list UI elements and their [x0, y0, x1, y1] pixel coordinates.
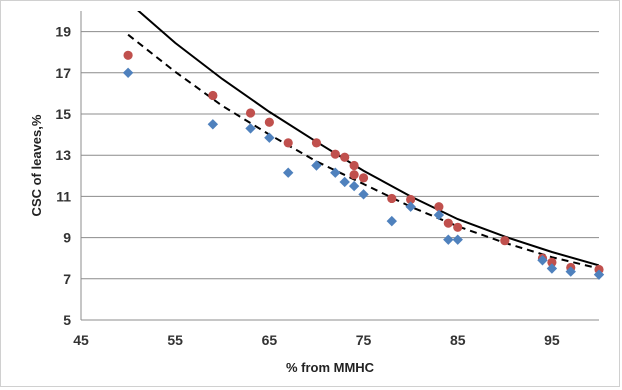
data-point-diamond [311, 160, 322, 171]
y-axis-title: CSC of leaves,% [29, 114, 44, 216]
data-point-circle [330, 149, 340, 159]
data-point-diamond [405, 201, 416, 212]
data-point-circle [340, 152, 350, 162]
data-point-diamond [593, 269, 605, 280]
data-point-diamond [386, 215, 397, 227]
data-point-circle [547, 257, 557, 267]
data-point-circle [349, 170, 359, 180]
data-point-diamond [283, 167, 294, 178]
trendline-solid [137, 11, 599, 267]
y-tick-label: 13 [55, 147, 71, 163]
data-point-circle [443, 218, 453, 228]
trendline-dashed [127, 33, 599, 270]
data-point-circle [245, 108, 256, 118]
data-point-diamond [264, 132, 275, 143]
data-point-diamond [330, 167, 341, 178]
data-point-diamond [207, 119, 219, 130]
data-point-diamond [546, 263, 558, 274]
x-axis-title: % from MMHC [286, 360, 375, 375]
data-point-diamond [537, 255, 548, 266]
data-point-diamond [122, 67, 134, 78]
x-tick-label: 75 [356, 332, 372, 348]
y-tick-label: 11 [56, 188, 71, 204]
x-tick-label: 55 [167, 332, 183, 348]
data-point-circle [406, 194, 416, 205]
x-tick-label: 65 [262, 332, 278, 348]
data-point-circle [264, 117, 274, 127]
y-tick-label: 5 [63, 312, 71, 328]
y-tick-label: 9 [63, 230, 71, 246]
y-tick-label: 19 [55, 24, 71, 40]
y-tick-label: 7 [63, 271, 71, 287]
data-point-circle [500, 236, 510, 246]
trendline-group [127, 11, 599, 270]
data-point-circle [123, 50, 133, 60]
data-point-circle [208, 90, 218, 101]
x-tick-label: 45 [73, 332, 89, 348]
data-point-diamond [565, 266, 576, 277]
data-point-circle [358, 173, 369, 183]
x-tick-label: 85 [450, 332, 466, 348]
data-point-diamond [358, 189, 369, 200]
data-point-circle [283, 138, 293, 148]
data-point-diamond [443, 234, 454, 245]
data-point-diamond [245, 123, 256, 134]
data-point-circle [453, 222, 463, 232]
x-tick-label: 95 [544, 332, 560, 348]
data-point-circle [311, 138, 322, 148]
data-point-diamond [452, 234, 463, 245]
data-point-diamond [348, 180, 360, 192]
data-point-circle [349, 160, 359, 171]
data-point-circle [434, 202, 444, 212]
y-tick-label: 17 [55, 65, 71, 81]
data-point-diamond [433, 209, 445, 221]
y-tick-label: 15 [55, 106, 71, 122]
data-point-circle [387, 193, 397, 204]
data-point-diamond [339, 176, 350, 188]
